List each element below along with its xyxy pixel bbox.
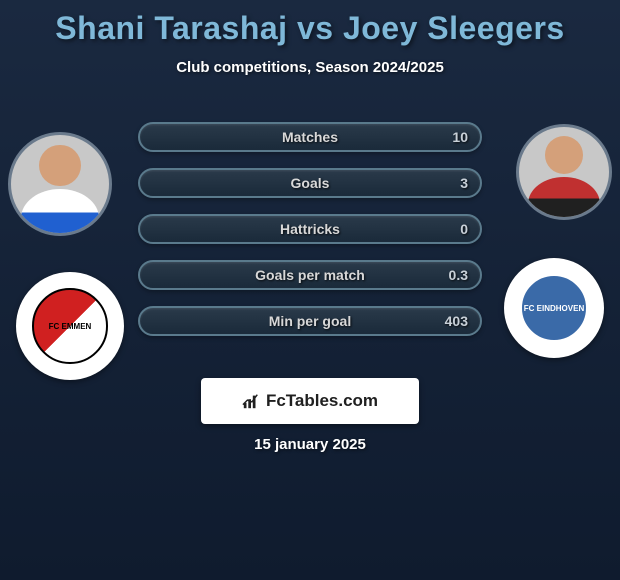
stat-row-min-per-goal: Min per goal 403 bbox=[138, 306, 482, 336]
club-right-badge: FC EINDHOVEN bbox=[504, 258, 604, 358]
stat-value-right: 0 bbox=[460, 221, 468, 237]
stat-value-right: 10 bbox=[452, 129, 468, 145]
stat-value-right: 0.3 bbox=[449, 267, 468, 283]
club-right-logo-icon: FC EINDHOVEN bbox=[519, 273, 589, 343]
club-left-badge: FC EMMEN bbox=[16, 272, 124, 380]
stat-value-right: 403 bbox=[445, 313, 468, 329]
site-branding-badge: FcTables.com bbox=[201, 378, 419, 424]
footer-date: 15 january 2025 bbox=[0, 436, 620, 453]
stat-label: Goals per match bbox=[255, 267, 365, 283]
stats-panel: Matches 10 Goals 3 Hattricks 0 Goals per… bbox=[138, 122, 482, 352]
stat-row-hattricks: Hattricks 0 bbox=[138, 214, 482, 244]
club-right-label: FC EINDHOVEN bbox=[524, 304, 584, 313]
stat-label: Matches bbox=[282, 129, 338, 145]
stat-row-matches: Matches 10 bbox=[138, 122, 482, 152]
site-name: FcTables.com bbox=[266, 391, 378, 411]
comparison-card: Shani Tarashaj vs Joey Sleegers Club com… bbox=[0, 0, 620, 580]
club-left-label: FC EMMEN bbox=[49, 322, 92, 331]
page-title: Shani Tarashaj vs Joey Sleegers bbox=[0, 10, 620, 47]
avatar-head-icon bbox=[39, 145, 80, 186]
avatar-body-icon bbox=[528, 177, 600, 221]
avatar-body-icon bbox=[21, 189, 99, 236]
stat-label: Hattricks bbox=[280, 221, 340, 237]
stat-label: Goals bbox=[291, 175, 330, 191]
bar-chart-icon bbox=[242, 392, 260, 410]
avatar-head-icon bbox=[545, 136, 583, 174]
player-left-avatar bbox=[8, 132, 112, 236]
stat-label: Min per goal bbox=[269, 313, 351, 329]
player-right-avatar bbox=[516, 124, 612, 220]
stat-row-goals-per-match: Goals per match 0.3 bbox=[138, 260, 482, 290]
club-left-logo-icon: FC EMMEN bbox=[32, 288, 108, 364]
page-subtitle: Club competitions, Season 2024/2025 bbox=[0, 59, 620, 76]
stat-value-right: 3 bbox=[460, 175, 468, 191]
stat-row-goals: Goals 3 bbox=[138, 168, 482, 198]
